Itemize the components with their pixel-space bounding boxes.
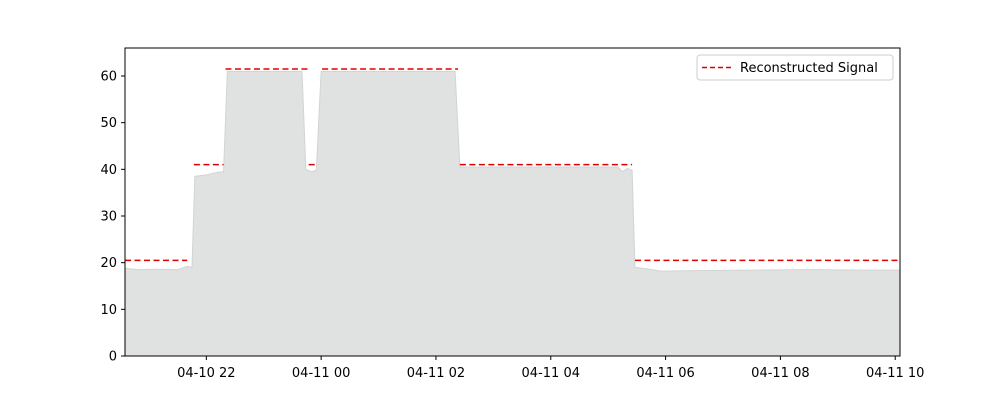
signal-area-layer [124,70,901,357]
x-axis: 04-10 22 04-11 00 04-11 02 04-11 04 04-11 06… [177,356,924,381]
x-tick-label: 04-11 04 [522,366,580,381]
signal-area [124,70,901,357]
x-tick-label: 04-10 22 [177,366,235,381]
y-axis: 0 10 20 30 40 50 60 [100,70,125,365]
x-tick-label: 04-11 08 [751,366,809,381]
x-tick-label: 04-11 00 [292,366,350,381]
y-tick-label: 10 [100,303,117,318]
legend-box [696,54,894,81]
reconstructed-signal-layer [125,68,900,262]
y-tick-label: 60 [100,70,117,85]
y-tick-label: 40 [100,163,117,178]
y-tick-label: 20 [100,256,117,271]
y-tick-label: 30 [100,210,117,225]
legend-label-reconstructed-signal: Reconstructed Signal [740,61,878,76]
plot-area [124,47,901,357]
legend: Reconstructed Signal [696,54,894,81]
x-tick-label: 04-11 02 [407,366,465,381]
y-tick-label: 50 [100,116,117,131]
x-tick-label: 04-11 10 [866,366,924,381]
x-tick-label: 04-11 06 [636,366,694,381]
plot-frame [124,47,901,357]
y-tick-label: 0 [109,350,117,365]
